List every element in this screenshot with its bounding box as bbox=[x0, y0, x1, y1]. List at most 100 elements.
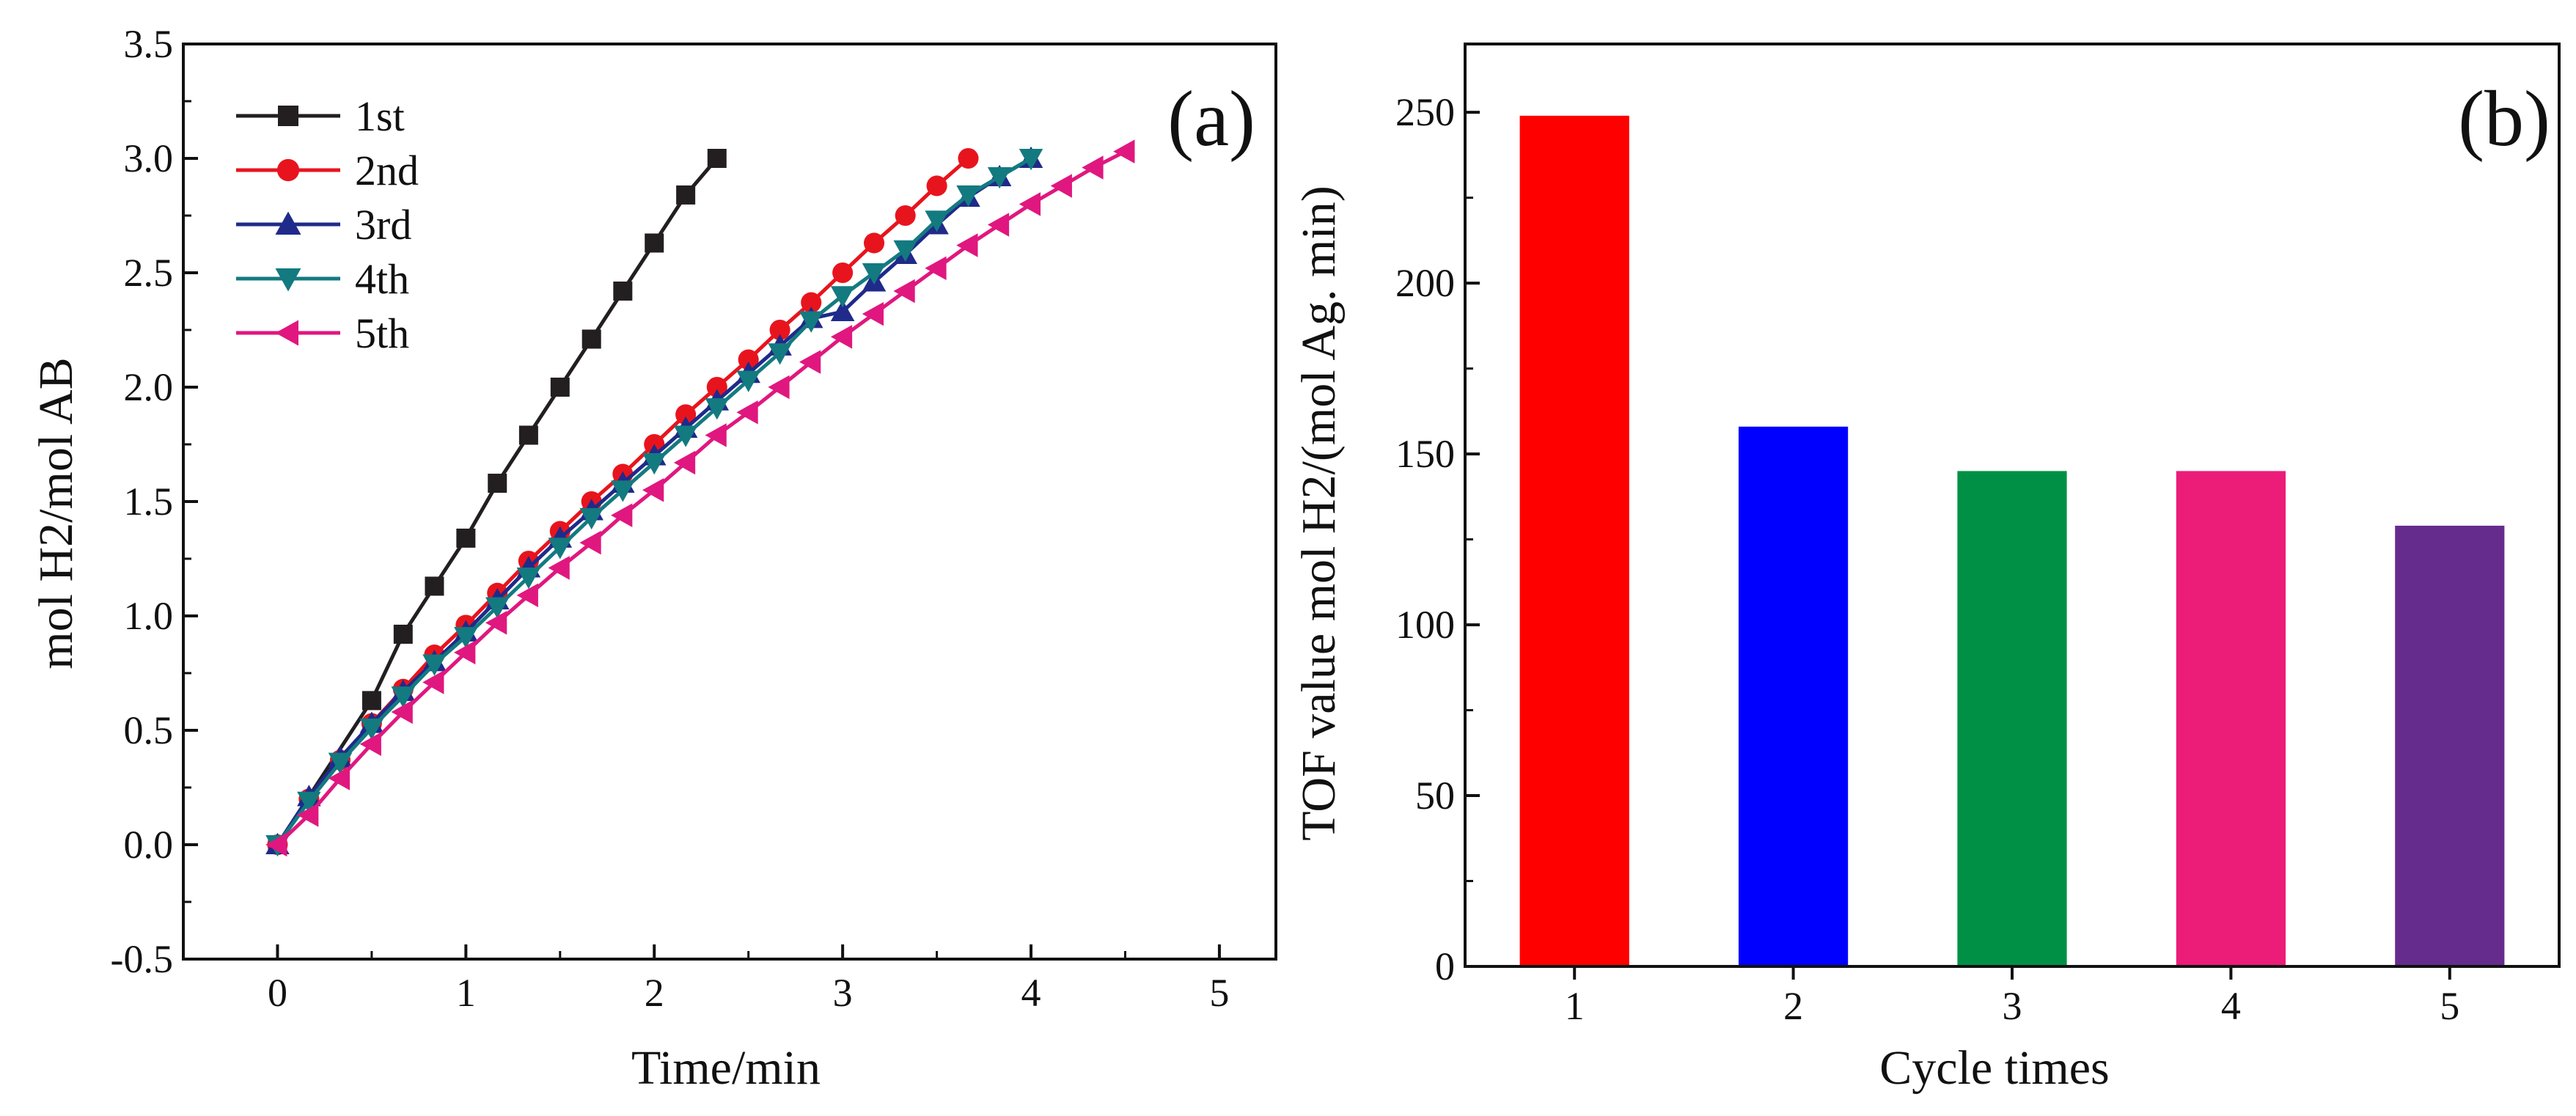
panel-b-label: (b) bbox=[2458, 76, 2550, 163]
bar-cycle-4 bbox=[2176, 471, 2286, 966]
y-tick-label: 0 bbox=[1435, 944, 1455, 988]
data-point-4th bbox=[736, 370, 760, 392]
panel-b-bar-chart: TOF value mol H2/(mol Ag. min) Cycle tim… bbox=[1292, 43, 2561, 1095]
data-point-5th bbox=[328, 766, 350, 790]
data-point-5th bbox=[956, 233, 978, 257]
y-tick-label: 3.5 bbox=[124, 22, 174, 66]
data-point-5th bbox=[359, 732, 381, 756]
bar-cycle-2 bbox=[1739, 426, 1849, 966]
data-point-4th bbox=[925, 210, 949, 232]
data-point-5th bbox=[925, 256, 947, 281]
data-point-2nd bbox=[801, 292, 822, 313]
data-point-2nd bbox=[863, 232, 885, 254]
data-point-5th bbox=[1019, 192, 1041, 216]
y-tick-label: 150 bbox=[1395, 432, 1455, 476]
data-point-4th bbox=[642, 452, 667, 475]
legend-marker-1st bbox=[278, 106, 298, 126]
data-point-1st bbox=[488, 474, 507, 493]
data-point-5th bbox=[736, 400, 758, 425]
y-tick-label: 0.0 bbox=[124, 823, 174, 867]
legend-marker-3rd bbox=[275, 211, 301, 235]
x-tick-label: 1 bbox=[1565, 984, 1585, 1028]
bar-cycle-5 bbox=[2395, 525, 2505, 966]
data-point-5th bbox=[548, 556, 570, 580]
bar-cycle-1 bbox=[1519, 115, 1629, 966]
x-tick-label: 2 bbox=[645, 971, 664, 1015]
data-point-1st bbox=[707, 149, 727, 168]
data-point-4th bbox=[516, 567, 541, 590]
panel-a-y-axis-title: mol H2/mol AB bbox=[29, 357, 83, 669]
data-point-4th bbox=[862, 263, 887, 285]
data-point-1st bbox=[676, 185, 696, 205]
y-tick-label: -0.5 bbox=[111, 937, 173, 981]
data-point-5th bbox=[1113, 139, 1135, 164]
data-point-4th bbox=[830, 286, 855, 308]
panel-a-x-axis-title: Time/min bbox=[631, 1041, 821, 1095]
legend-marker-4th bbox=[275, 268, 301, 292]
x-tick-label: 3 bbox=[833, 971, 853, 1015]
data-point-5th bbox=[485, 611, 507, 635]
x-tick-label: 4 bbox=[2221, 984, 2241, 1028]
data-point-5th bbox=[768, 375, 790, 400]
y-tick-label: 250 bbox=[1395, 90, 1455, 134]
data-point-2nd bbox=[832, 262, 854, 284]
x-tick-label: 5 bbox=[2440, 984, 2459, 1028]
series-5th bbox=[265, 139, 1135, 857]
data-point-5th bbox=[893, 279, 915, 304]
data-point-1st bbox=[645, 233, 664, 253]
data-point-5th bbox=[265, 832, 287, 857]
legend-label-1st: 1st bbox=[355, 92, 405, 140]
data-point-4th bbox=[297, 791, 321, 813]
data-point-2nd bbox=[675, 404, 697, 425]
data-point-4th bbox=[579, 507, 603, 530]
data-point-4th bbox=[611, 480, 635, 502]
data-point-4th bbox=[799, 311, 823, 333]
panel-b-x-axis-title: Cycle times bbox=[1879, 1041, 2109, 1095]
data-point-5th bbox=[1082, 155, 1104, 180]
legend-marker-2nd bbox=[276, 158, 300, 182]
x-tick-label: 3 bbox=[2003, 984, 2022, 1028]
data-point-5th bbox=[391, 700, 413, 724]
data-point-2nd bbox=[895, 205, 916, 227]
data-point-5th bbox=[454, 640, 476, 665]
data-point-4th bbox=[956, 185, 980, 208]
data-point-1st bbox=[613, 281, 633, 301]
legend-label-5th: 5th bbox=[355, 309, 409, 357]
data-point-1st bbox=[362, 691, 381, 711]
x-tick-label: 2 bbox=[1783, 984, 1803, 1028]
y-tick-label: 3.0 bbox=[124, 136, 174, 180]
x-tick-label: 4 bbox=[1021, 971, 1041, 1015]
data-point-2nd bbox=[706, 376, 727, 398]
x-tick-label: 1 bbox=[456, 971, 476, 1015]
y-tick-label: 100 bbox=[1395, 603, 1455, 647]
data-point-1st bbox=[518, 425, 538, 445]
data-point-5th bbox=[516, 583, 538, 608]
data-point-4th bbox=[893, 240, 917, 263]
data-point-1st bbox=[581, 329, 601, 349]
data-point-1st bbox=[425, 576, 444, 596]
data-point-3rd bbox=[830, 299, 855, 322]
data-point-5th bbox=[1050, 174, 1072, 198]
y-tick-label: 200 bbox=[1395, 261, 1455, 305]
y-tick-label: 2.5 bbox=[124, 251, 174, 295]
data-point-4th bbox=[391, 686, 416, 708]
y-tick-label: 2.0 bbox=[124, 365, 174, 409]
data-point-5th bbox=[297, 803, 319, 827]
data-point-4th bbox=[705, 398, 730, 420]
series-line-5th bbox=[276, 150, 1126, 846]
data-point-4th bbox=[485, 597, 510, 619]
data-point-5th bbox=[705, 423, 727, 447]
data-point-4th bbox=[422, 654, 447, 676]
data-point-5th bbox=[611, 503, 633, 527]
panel-b-y-axis-title: TOF value mol H2/(mol Ag. min) bbox=[1292, 186, 1346, 840]
legend-marker-5th bbox=[275, 320, 298, 346]
data-point-5th bbox=[799, 350, 821, 374]
data-point-1st bbox=[550, 378, 570, 397]
data-point-2nd bbox=[958, 147, 979, 169]
data-point-5th bbox=[422, 670, 444, 694]
data-point-5th bbox=[642, 478, 664, 502]
data-point-4th bbox=[1019, 149, 1043, 171]
legend-label-2nd: 2nd bbox=[355, 147, 419, 194]
data-point-2nd bbox=[738, 349, 759, 370]
